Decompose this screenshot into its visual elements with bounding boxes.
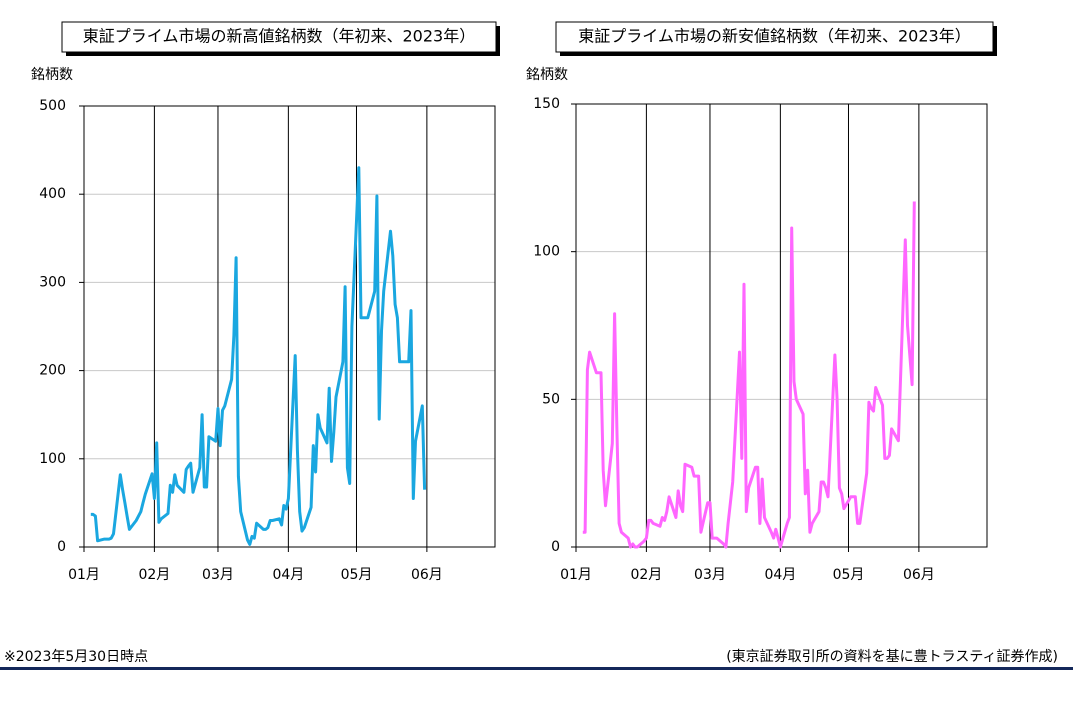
data-line: [90, 166, 427, 546]
x-tick-label: 04月: [272, 567, 304, 583]
footer-rule: [0, 667, 1073, 670]
y-axis-label: 銘柄数: [31, 67, 73, 83]
data-line: [582, 201, 916, 549]
y-tick-label: 300: [39, 274, 66, 290]
title-box: [555, 21, 994, 53]
y-tick-label: 200: [39, 363, 66, 379]
y-tick-label: 400: [39, 186, 66, 202]
x-tick-label: 06月: [411, 567, 443, 583]
source-note: (東京証券取引所の資料を基に豊トラスティ証券作成): [726, 648, 1058, 665]
x-tick-label: 04月: [764, 567, 796, 583]
y-tick-label: 0: [551, 539, 560, 555]
x-tick-label: 06月: [903, 567, 935, 583]
y-tick-label: 150: [533, 96, 560, 112]
x-tick-label: 02月: [630, 567, 662, 583]
y-tick-label: 500: [39, 98, 66, 114]
x-tick-label: 01月: [560, 567, 592, 583]
x-tick-label: 01月: [68, 567, 100, 583]
y-tick-label: 100: [533, 244, 560, 260]
chart-title: 東証プライム市場の新安値銘柄数（年初来、2023年）: [578, 27, 970, 46]
x-tick-label: 05月: [341, 567, 373, 583]
y-tick-label: 50: [542, 391, 560, 407]
x-tick-label: 02月: [138, 567, 170, 583]
y-axis-label: 銘柄数: [526, 67, 568, 83]
y-tick-label: 0: [57, 539, 66, 555]
plot-frame: [575, 103, 988, 548]
title-box: [61, 21, 497, 53]
plot-frame: [83, 105, 496, 548]
x-tick-label: 03月: [202, 567, 234, 583]
x-tick-label: 03月: [694, 567, 726, 583]
footnote: ※2023年5月30日時点: [4, 649, 148, 665]
chart-title: 東証プライム市場の新高値銘柄数（年初来、2023年）: [83, 27, 475, 46]
y-tick-label: 100: [39, 451, 66, 467]
x-tick-label: 05月: [833, 567, 865, 583]
